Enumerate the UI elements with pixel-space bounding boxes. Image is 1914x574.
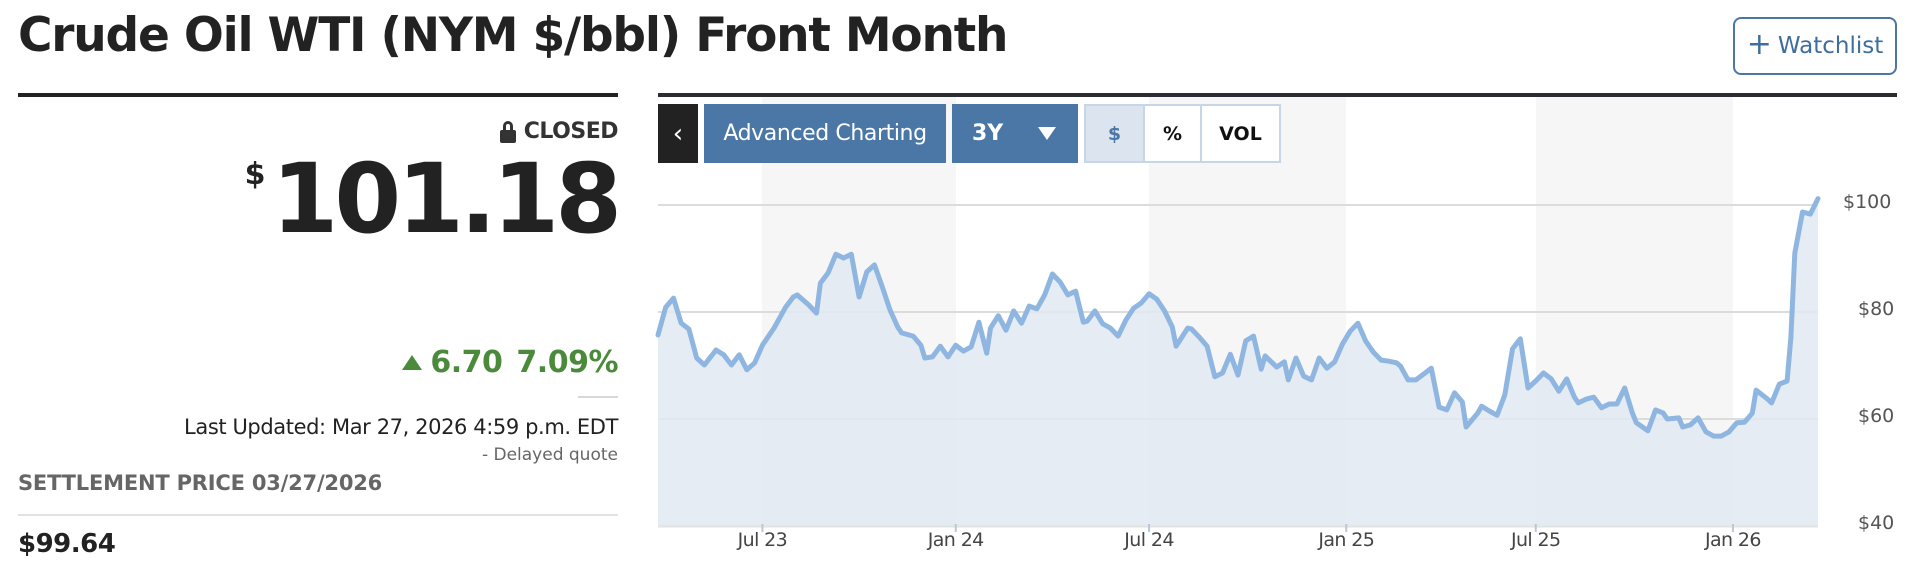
y-axis-label: $60 bbox=[1858, 405, 1895, 427]
y-axis-label: $80 bbox=[1858, 298, 1895, 320]
up-arrow-icon bbox=[402, 355, 423, 370]
advanced-charting-button[interactable]: Advanced Charting bbox=[704, 104, 946, 163]
market-status-label: CLOSED bbox=[523, 119, 619, 144]
chevron-left-icon: ‹ bbox=[672, 118, 684, 149]
settlement-label: SETTLEMENT PRICE 03/27/2026 bbox=[18, 471, 383, 495]
x-axis-ticks bbox=[761, 524, 1734, 532]
market-status: CLOSED bbox=[499, 119, 619, 144]
x-axis-label: Jan 25 bbox=[1318, 529, 1375, 551]
settlement-value: $99.64 bbox=[18, 529, 116, 559]
chart-divider bbox=[658, 93, 1897, 97]
chart-toolbar: ‹ Advanced Charting 3Y $ % VOL bbox=[658, 104, 1281, 163]
divider bbox=[578, 396, 618, 398]
price-area bbox=[658, 198, 1818, 526]
x-axis-label: Jul 25 bbox=[1510, 529, 1561, 551]
watchlist-label: Watchlist bbox=[1777, 33, 1884, 59]
y-axis-label: $40 bbox=[1858, 512, 1895, 534]
time-range-dropdown[interactable]: 3Y bbox=[952, 104, 1078, 163]
x-axis-label: Jan 24 bbox=[927, 529, 985, 551]
y-axis-label: $100 bbox=[1843, 191, 1892, 213]
x-axis-label: Jan 26 bbox=[1704, 529, 1762, 551]
add-to-watchlist-button[interactable]: + Watchlist bbox=[1733, 17, 1897, 75]
delayed-quote-note: - Delayed quote bbox=[481, 445, 618, 465]
back-button[interactable]: ‹ bbox=[658, 104, 698, 163]
change-value: 6.70 bbox=[430, 345, 503, 380]
x-axis-label: Jul 24 bbox=[1124, 529, 1174, 551]
lock-icon bbox=[499, 120, 516, 143]
price-change: 6.70 7.09% bbox=[402, 345, 618, 380]
plus-icon: + bbox=[1746, 26, 1772, 62]
quote-panel-divider bbox=[18, 93, 618, 97]
caret-down-icon bbox=[1038, 127, 1056, 140]
price-line bbox=[655, 196, 1821, 439]
settlement-divider bbox=[18, 514, 618, 516]
price-value: 101.18 bbox=[271, 143, 622, 255]
toggle-dollar[interactable]: $ bbox=[1086, 106, 1143, 161]
toggle-percent[interactable]: % bbox=[1143, 106, 1200, 161]
last-updated: Last Updated: Mar 27, 2026 4:59 p.m. EDT bbox=[184, 415, 618, 439]
quote-panel: CLOSED $ 101.18 6.70 7.09% Last Updated:… bbox=[18, 93, 622, 559]
price-currency: $ bbox=[244, 157, 266, 192]
page-title: Crude Oil WTI (NYM $/bbl) Front Month bbox=[18, 8, 1009, 63]
chart-mode-toggle: $ % VOL bbox=[1084, 104, 1281, 163]
time-range-value: 3Y bbox=[972, 121, 1004, 146]
toggle-volume[interactable]: VOL bbox=[1200, 106, 1279, 161]
change-percent: 7.09% bbox=[516, 345, 618, 380]
x-axis-label: Jul 23 bbox=[737, 529, 788, 551]
last-price: $ 101.18 bbox=[244, 143, 622, 255]
